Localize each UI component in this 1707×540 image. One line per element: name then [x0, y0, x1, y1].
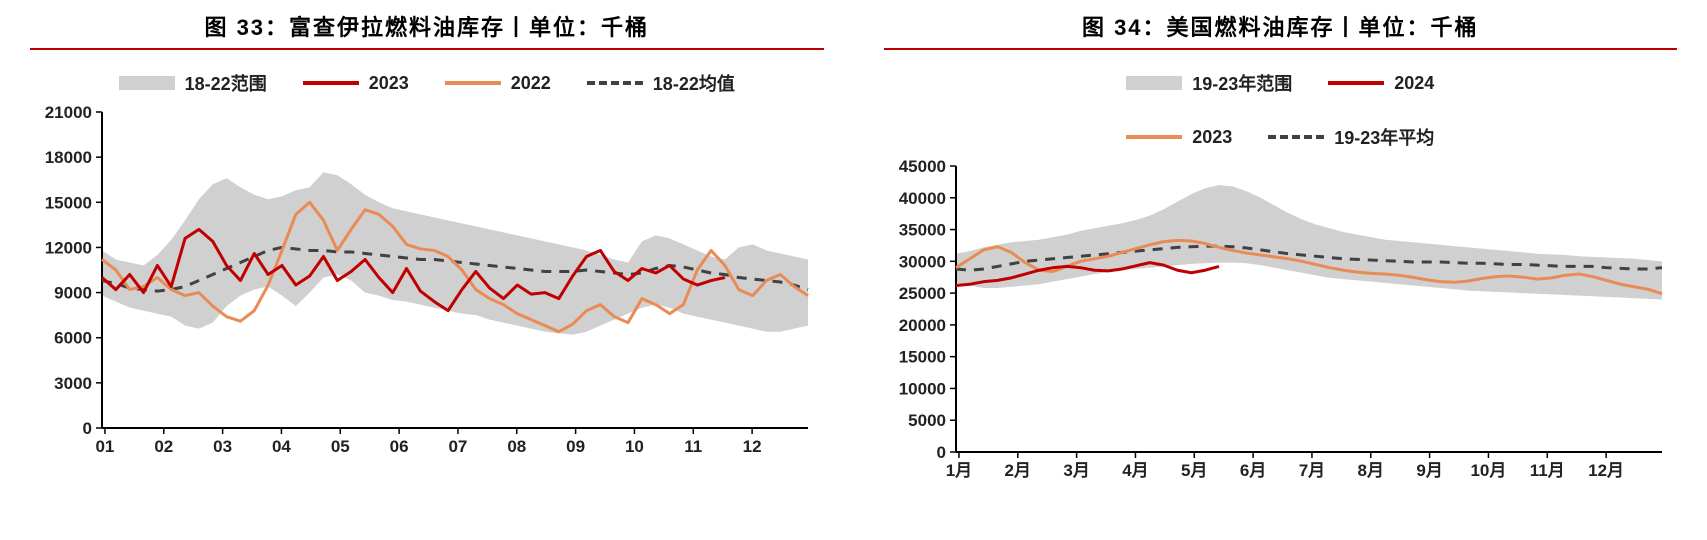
x-tick-label: 04	[272, 437, 291, 456]
y-tick-label: 25000	[898, 284, 945, 303]
x-tick-label: 5月	[1181, 461, 1207, 480]
y-tick-label: 35000	[898, 221, 945, 240]
x-tick-label: 09	[566, 437, 585, 456]
legend-item-mean: 19-23年平均	[1268, 124, 1434, 150]
y-tick-label: 10000	[898, 379, 945, 398]
title-block-left: 图 33：富查伊拉燃料油库存丨单位：千桶	[30, 6, 824, 56]
x-tick-label: 06	[390, 437, 409, 456]
legend-left: 18-22范围 2023 2022 18-22均值	[30, 56, 824, 102]
legend-label-range: 19-23年范围	[1192, 70, 1292, 96]
y-tick-label: 5000	[908, 411, 946, 430]
y-tick-label: 6000	[54, 329, 92, 348]
legend-label-series-b: 2022	[511, 73, 551, 94]
y-tick-label: 12000	[45, 238, 92, 257]
x-tick-label: 10月	[1470, 461, 1506, 480]
x-tick-label: 3月	[1063, 461, 1089, 480]
range-swatch-icon	[119, 76, 175, 90]
x-tick-label: 02	[154, 437, 173, 456]
chart-title-left: 图 33：富查伊拉燃料油库存丨单位：千桶	[204, 15, 649, 40]
y-tick-label: 21000	[45, 103, 92, 122]
y-tick-label: 0	[83, 419, 92, 438]
x-tick-label: 1月	[945, 461, 971, 480]
x-tick-label: 10	[625, 437, 644, 456]
legend-item-range: 18-22范围	[119, 70, 267, 96]
legend-right: 19-23年范围 2024 2023 19-23年平均	[884, 56, 1678, 156]
y-tick-label: 9000	[54, 284, 92, 303]
chart-right: 0 5000 10000 15000 20000 25000 30000 35000 40000…	[884, 156, 1678, 486]
legend-item-series-b: 2023	[1126, 124, 1232, 150]
legend-label-series-a: 2023	[369, 73, 409, 94]
legend-label-mean: 19-23年平均	[1334, 124, 1434, 150]
legend-label-range: 18-22范围	[185, 70, 267, 96]
y-tick-label: 3000	[54, 374, 92, 393]
chart-panel-right: 图 34：美国燃料油库存丨单位：千桶 19-23年范围 2024 2023	[854, 0, 1707, 540]
dash-swatch-icon	[587, 81, 643, 85]
x-tick-label: 6月	[1239, 461, 1265, 480]
line-swatch-icon	[445, 81, 501, 85]
range-band	[102, 172, 808, 335]
legend-label-series-b: 2023	[1192, 127, 1232, 148]
y-tick-label: 15000	[45, 193, 92, 212]
y-tick-label: 30000	[898, 252, 945, 271]
x-tick-label: 12	[743, 437, 762, 456]
y-tick-label: 18000	[45, 148, 92, 167]
title-block-right: 图 34：美国燃料油库存丨单位：千桶	[884, 6, 1678, 56]
x-tick-label: 8月	[1357, 461, 1383, 480]
x-tick-label: 03	[213, 437, 232, 456]
range-band	[956, 185, 1662, 299]
chart-left: 0 3000 6000 9000 12000 15000 18000 21000 01 02 03 0…	[30, 102, 824, 462]
legend-label-mean: 18-22均值	[653, 70, 735, 96]
legend-item-mean: 18-22均值	[587, 70, 735, 96]
x-tick-label: 05	[331, 437, 350, 456]
line-swatch-icon	[303, 81, 359, 85]
x-tick-label: 7月	[1298, 461, 1324, 480]
x-tick-label: 12月	[1588, 461, 1624, 480]
page: 图 33：富查伊拉燃料油库存丨单位：千桶 18-22范围 2023 2022 1…	[0, 0, 1707, 540]
chart-title-right: 图 34：美国燃料油库存丨单位：千桶	[1082, 15, 1479, 40]
y-tick-label: 40000	[898, 189, 945, 208]
x-tick-label: 9月	[1416, 461, 1442, 480]
x-tick-label: 2月	[1004, 461, 1030, 480]
y-tick-label: 45000	[898, 157, 945, 176]
chart-svg-left: 0 3000 6000 9000 12000 15000 18000 21000 01 02 03 0…	[30, 102, 820, 462]
x-tick-label: 4月	[1122, 461, 1148, 480]
dash-swatch-icon	[1268, 135, 1324, 139]
range-swatch-icon	[1126, 76, 1182, 90]
legend-item-range: 19-23年范围	[1126, 70, 1292, 96]
x-tick-label: 01	[95, 437, 114, 456]
x-tick-label: 08	[507, 437, 526, 456]
title-rule-right	[884, 48, 1678, 50]
legend-item-series-b: 2022	[445, 70, 551, 96]
y-tick-label: 15000	[898, 348, 945, 367]
legend-label-series-a: 2024	[1394, 73, 1434, 94]
y-tick-label: 0	[936, 443, 945, 462]
y-tick-label: 20000	[898, 316, 945, 335]
title-rule-left	[30, 48, 824, 50]
line-swatch-icon	[1126, 135, 1182, 139]
x-tick-label: 11月	[1529, 461, 1564, 480]
chart-panel-left: 图 33：富查伊拉燃料油库存丨单位：千桶 18-22范围 2023 2022 1…	[0, 0, 854, 540]
chart-svg-right: 0 5000 10000 15000 20000 25000 30000 35000 40000…	[884, 156, 1674, 486]
x-tick-label: 11	[684, 437, 702, 456]
line-swatch-icon	[1328, 81, 1384, 85]
legend-item-series-a: 2024	[1328, 70, 1434, 96]
legend-item-series-a: 2023	[303, 70, 409, 96]
x-tick-label: 07	[448, 437, 467, 456]
